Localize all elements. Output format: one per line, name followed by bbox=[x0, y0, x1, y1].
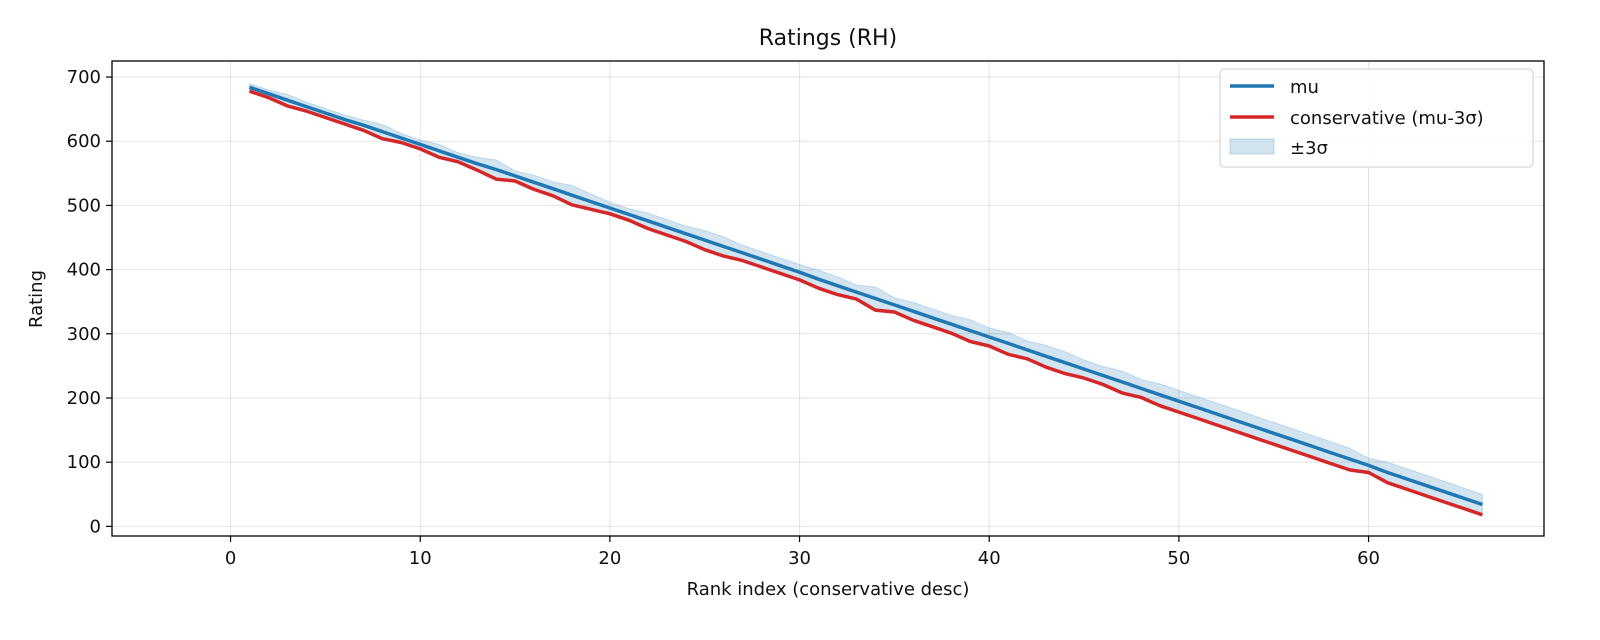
y-tick-label: 100 bbox=[67, 452, 101, 473]
x-axis: 0 10 20 30 40 50 60 bbox=[225, 536, 1380, 569]
y-tick-label: 700 bbox=[67, 67, 101, 88]
legend: mu conservative (mu-3σ) ±3σ bbox=[1219, 68, 1534, 168]
x-tick-label: 50 bbox=[1167, 548, 1190, 569]
series-conservative-line bbox=[248, 89, 1483, 517]
y-tick-label: 300 bbox=[67, 324, 101, 345]
plot-frame bbox=[111, 60, 1545, 537]
y-axis-label: Rating bbox=[26, 270, 47, 328]
x-tick-label: 60 bbox=[1357, 548, 1380, 569]
y-tick-label: 600 bbox=[67, 131, 101, 152]
y-axis: 0 100 200 300 400 500 600 700 bbox=[67, 67, 112, 537]
chart-title: Ratings (RH) bbox=[759, 26, 897, 51]
x-tick-label: 20 bbox=[598, 548, 621, 569]
x-axis-label: Rank index (conservative desc) bbox=[687, 579, 970, 600]
legend-band-label: ±3σ bbox=[1290, 138, 1328, 159]
legend-band-swatch bbox=[1229, 138, 1275, 155]
legend-mu-label: mu bbox=[1290, 77, 1319, 98]
x-tick-label: 40 bbox=[978, 548, 1001, 569]
series-mu-line bbox=[248, 85, 1483, 507]
y-tick-label: 0 bbox=[90, 516, 101, 537]
y-tick-label: 500 bbox=[67, 195, 101, 216]
y-tick-label: 400 bbox=[67, 260, 101, 281]
legend-box bbox=[1219, 68, 1534, 168]
x-tick-label: 30 bbox=[788, 548, 811, 569]
x-tick-label: 10 bbox=[409, 548, 432, 569]
x-tick-label: 0 bbox=[225, 548, 236, 569]
legend-conservative-label: conservative (mu-3σ) bbox=[1290, 108, 1484, 129]
y-tick-label: 200 bbox=[67, 388, 101, 409]
series-lines-group bbox=[248, 85, 1483, 517]
